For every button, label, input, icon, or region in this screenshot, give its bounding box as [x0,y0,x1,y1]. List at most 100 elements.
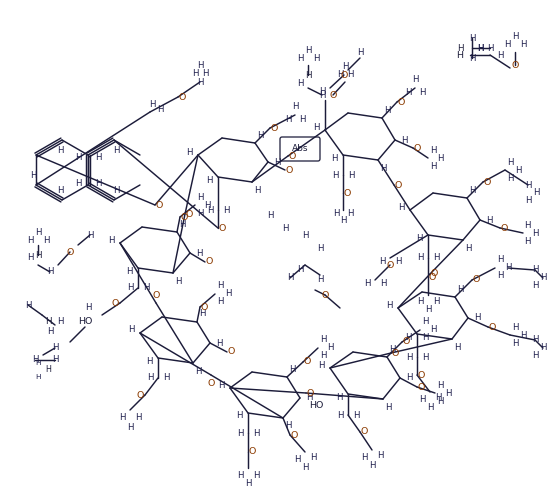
Text: H: H [127,423,134,432]
Text: O: O [391,348,399,357]
Text: H: H [35,360,41,366]
Text: O: O [178,92,186,101]
Text: H: H [206,176,212,185]
Text: H: H [75,179,81,188]
Text: H: H [27,253,33,262]
Text: H: H [469,186,475,195]
Text: H: H [497,271,503,280]
Text: H: H [433,297,439,306]
Text: H: H [305,70,311,79]
Text: H: H [419,396,425,405]
Text: H: H [525,181,531,190]
Text: O: O [402,337,410,346]
Text: H: H [52,343,58,352]
Text: H: H [340,216,346,225]
Text: O: O [288,152,296,161]
Text: O: O [207,379,215,388]
Text: H: H [128,325,134,334]
Text: H: H [147,373,153,383]
Text: Abs: Abs [292,144,308,153]
Text: O: O [155,201,163,210]
Text: H: H [253,472,259,481]
Text: O: O [430,269,438,278]
Text: H: H [305,45,311,54]
Text: H: H [524,237,530,246]
Text: H: H [245,479,252,488]
Text: H: H [532,265,538,274]
Text: H: H [292,101,298,110]
Text: H: H [364,279,370,288]
Text: H: H [540,273,546,282]
Text: HO: HO [78,317,92,326]
Text: H: H [253,429,259,438]
Text: H: H [533,188,539,197]
Text: H: H [357,47,363,56]
Text: O: O [66,248,74,256]
Text: H: H [437,397,443,406]
Text: H: H [299,114,305,123]
Text: H: H [477,43,483,52]
Text: H: H [412,74,418,83]
Text: O: O [248,448,256,457]
Text: H: H [532,280,538,289]
Text: H: H [422,333,428,342]
Text: H: H [532,229,538,238]
Text: H: H [179,220,185,229]
Text: O: O [285,166,293,175]
Text: H: H [119,414,125,423]
Text: H: H [32,355,38,364]
Text: H: H [398,203,404,212]
Text: H: H [417,297,423,306]
Text: H: H [505,263,511,272]
Text: H: H [405,87,411,96]
Text: H: H [297,265,303,274]
Text: H: H [430,146,436,155]
Text: H: H [507,158,513,167]
Text: H: H [395,257,401,266]
Text: O: O [201,302,208,311]
Text: H: H [274,158,280,167]
Text: H: H [52,355,58,364]
Text: H: H [379,164,386,173]
Text: H: H [257,131,263,140]
Text: H: H [497,255,503,264]
Text: H: H [419,87,425,96]
Text: H: H [313,122,319,132]
Text: O: O [180,213,188,222]
Text: H: H [135,414,141,423]
Text: H: H [127,283,134,292]
Text: H: H [195,366,201,376]
Text: H: H [361,454,367,463]
Text: H: H [199,309,205,318]
Text: H: H [294,456,300,465]
Text: H: H [75,153,81,162]
Text: H: H [87,231,93,240]
Text: O: O [343,189,351,198]
Text: H: H [469,33,475,42]
Text: O: O [417,370,425,380]
Text: H: H [437,154,443,163]
Text: H: H [430,325,436,334]
Text: H: H [35,228,41,237]
Text: H: H [377,452,383,461]
Text: H: H [146,356,152,365]
Text: H: H [218,381,224,390]
Text: H: H [107,236,114,245]
Text: H: H [456,50,464,59]
Text: H: H [225,289,231,298]
Text: H: H [379,279,386,288]
Text: H: H [486,216,493,225]
Text: H: H [175,276,181,285]
Text: H: H [524,221,530,230]
Text: H: H [320,335,326,344]
Text: H: H [27,236,33,245]
Text: H: H [282,224,288,233]
Text: O: O [397,97,404,106]
Text: H: H [319,86,325,95]
Text: H: H [289,364,295,373]
Text: H: H [237,429,243,438]
Text: H: H [422,317,428,326]
Text: H: H [204,201,211,210]
Text: H: H [223,206,229,215]
Text: H: H [433,253,439,262]
